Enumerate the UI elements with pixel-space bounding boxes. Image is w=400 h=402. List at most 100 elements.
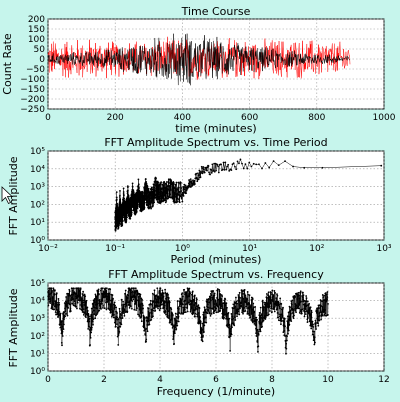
spectrum-point <box>165 308 168 310</box>
y-tick-label: 0 <box>39 55 45 65</box>
spectrum-point <box>215 302 218 305</box>
spectrum-point <box>117 334 120 337</box>
spectrum-point <box>286 327 289 330</box>
spectrum-point <box>279 307 281 310</box>
spectrum-point <box>280 303 283 305</box>
spectrum-point <box>190 186 192 188</box>
spectrum-point <box>247 293 249 296</box>
spectrum-point <box>117 226 120 229</box>
spectrum-point <box>124 292 126 295</box>
spectrum-point <box>225 302 228 305</box>
spectrum-point <box>83 293 86 296</box>
spectrum-point <box>257 345 260 348</box>
spectrum-point <box>198 307 201 310</box>
spectrum-point <box>311 325 313 328</box>
spectrum-point <box>234 305 237 308</box>
spectrum-point <box>232 303 235 306</box>
y-tick-label: 10⁵ <box>30 147 45 157</box>
spectrum-point <box>169 193 172 196</box>
spectrum-point <box>93 301 96 304</box>
spectrum-point <box>267 313 270 316</box>
spectrum-point <box>276 316 279 319</box>
spectrum-point <box>195 302 198 305</box>
spectrum-point <box>239 296 242 299</box>
spectrum-point <box>161 194 164 197</box>
spectrum-point <box>300 312 303 315</box>
spectrum-point <box>193 294 196 297</box>
spectrum-point <box>201 167 204 170</box>
spectrum-point <box>175 315 178 318</box>
spectrum-point <box>105 308 108 311</box>
spectrum-point <box>250 319 253 321</box>
spectrum-point <box>321 306 324 308</box>
spectrum-point <box>143 196 146 199</box>
spectrum-point <box>99 304 102 307</box>
spectrum-point <box>153 186 156 189</box>
spectrum-point <box>95 307 98 310</box>
spectrum-point <box>209 315 212 317</box>
spectrum-point <box>166 192 169 195</box>
spectrum-point <box>194 315 196 318</box>
spectrum-point <box>255 332 257 335</box>
fft-period-y-ticks: 10⁵ 10⁴ 10³ 10² 10¹ 10⁰ <box>30 147 45 246</box>
spectrum-point <box>326 291 329 293</box>
spectrum-point <box>122 300 124 303</box>
spectrum-point <box>292 317 295 320</box>
y-tick-label: −250 <box>20 105 45 115</box>
spectrum-point <box>161 187 164 190</box>
spectrum-point <box>319 299 322 301</box>
spectrum-point <box>93 298 96 300</box>
spectrum-point <box>139 295 141 298</box>
spectrum-point <box>125 218 128 221</box>
spectrum-point <box>167 188 170 191</box>
spectrum-point <box>164 291 167 294</box>
spectrum-point <box>271 293 274 296</box>
spectrum-point <box>141 203 144 205</box>
spectrum-point <box>126 297 129 299</box>
spectrum-point <box>150 207 152 210</box>
spectrum-point <box>313 330 316 333</box>
y-tick-label: 10² <box>30 200 45 210</box>
spectrum-point <box>283 329 286 332</box>
spectrum-point <box>283 317 286 320</box>
spectrum-point <box>122 312 125 315</box>
spectrum-point <box>61 320 64 322</box>
spectrum-point <box>68 290 71 293</box>
y-tick-label: 50 <box>34 45 46 55</box>
spectrum-point <box>100 302 103 305</box>
spectrum-point <box>224 161 227 164</box>
spectrum-point <box>203 306 206 309</box>
fft-period-axes <box>47 150 385 241</box>
spectrum-point <box>290 320 293 322</box>
spectrum-point <box>303 315 306 318</box>
spectrum-point <box>297 305 300 308</box>
spectrum-point <box>163 302 166 305</box>
spectrum-point <box>274 305 276 308</box>
spectrum-point <box>103 307 106 310</box>
spectrum-point <box>321 166 324 169</box>
spectrum-point <box>245 305 248 308</box>
spectrum-point <box>304 302 307 305</box>
spectrum-point <box>268 298 271 301</box>
spectrum-point <box>262 308 265 310</box>
spectrum-point <box>93 299 95 302</box>
spectrum-point <box>283 320 285 323</box>
spectrum-point <box>294 309 297 312</box>
spectrum-point <box>141 298 144 301</box>
spectrum-point <box>70 293 73 296</box>
spectrum-point <box>162 306 165 309</box>
spectrum-point <box>310 311 313 314</box>
spectrum-point <box>241 296 244 299</box>
spectrum-point <box>136 207 139 210</box>
spectrum-point <box>98 298 101 301</box>
spectrum-point <box>62 328 65 331</box>
spectrum-point <box>266 303 269 306</box>
spectrum-point <box>130 211 133 214</box>
spectrum-point <box>315 311 318 314</box>
spectrum-point <box>98 293 100 295</box>
spectrum-point <box>173 182 175 184</box>
spectrum-point <box>171 197 174 200</box>
spectrum-point <box>239 158 242 161</box>
spectrum-point <box>187 186 189 189</box>
spectrum-point <box>291 299 294 302</box>
